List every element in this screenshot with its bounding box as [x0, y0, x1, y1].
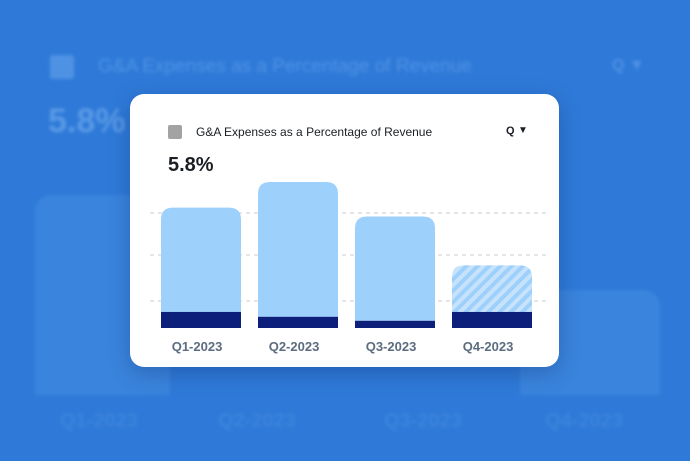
bar-lower-segment[interactable]: [161, 311, 241, 328]
background-legend-square: [50, 55, 74, 79]
background-search-icon: Q ▼: [612, 57, 645, 74]
bar-lower-segment[interactable]: [258, 316, 338, 328]
background-title: G&A Expenses as a Percentage of Revenue: [98, 56, 472, 77]
card-title: G&A Expenses as a Percentage of Revenue: [196, 125, 433, 139]
background-tick-label: Q3-2023: [384, 410, 462, 432]
x-tick-label: Q2-2023: [268, 339, 320, 354]
bar-lower-segment[interactable]: [452, 311, 532, 328]
bar-upper-segment[interactable]: [452, 265, 532, 312]
bar-lower-segment[interactable]: [355, 320, 435, 328]
bar-chart: [150, 182, 550, 328]
bar-upper-segment[interactable]: [161, 207, 241, 312]
background-tick-label: Q1-2023: [60, 410, 138, 432]
background-tick-label: Q2-2023: [218, 410, 296, 432]
x-tick-label: Q4-2023: [462, 339, 514, 354]
bar-upper-segment[interactable]: [355, 216, 435, 321]
background-headline: 5.8%: [48, 102, 126, 140]
chevron-down-icon[interactable]: ▼: [518, 125, 528, 136]
x-tick-label: Q3-2023: [365, 339, 417, 354]
bar-upper-segment[interactable]: [258, 182, 338, 317]
background-tick-label: Q4-2023: [545, 410, 623, 432]
x-tick-label: Q1-2023: [171, 339, 223, 354]
headline-value: 5.8%: [168, 154, 214, 176]
chart-card: G&A Expenses as a Percentage of Revenue …: [130, 94, 559, 367]
search-icon[interactable]: Q: [506, 125, 515, 137]
legend-square: [168, 125, 182, 139]
